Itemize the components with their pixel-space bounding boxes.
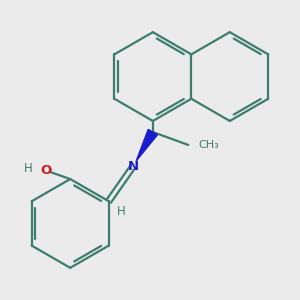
Text: N: N — [127, 160, 138, 173]
Text: CH₃: CH₃ — [198, 140, 219, 150]
Text: O: O — [40, 164, 51, 177]
Text: H: H — [117, 205, 125, 218]
Text: H: H — [24, 162, 32, 175]
Polygon shape — [136, 129, 158, 161]
